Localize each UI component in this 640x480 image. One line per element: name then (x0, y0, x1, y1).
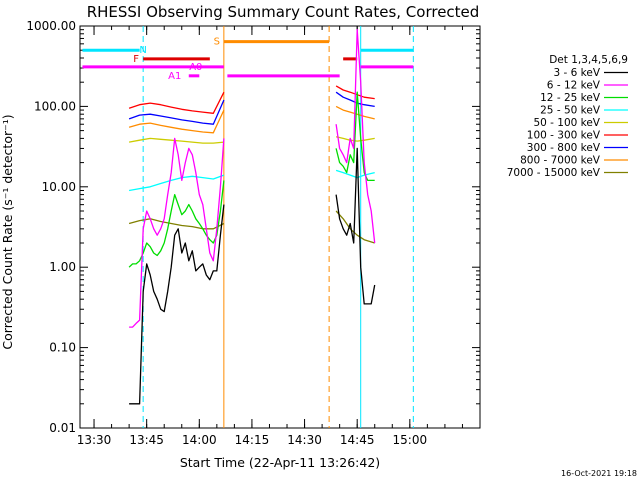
legend-label: 7000 - 15000 keV (507, 167, 601, 179)
series-line (335, 169, 375, 179)
x-tick-label: 14:15 (235, 433, 270, 447)
legend-label: 800 - 7000 keV (520, 155, 601, 167)
series-line (335, 29, 376, 244)
series-line (129, 137, 225, 328)
legend-title: Det 1,3,4,5,6,9 (549, 54, 628, 66)
series-line (128, 99, 225, 125)
series-line (335, 147, 376, 305)
legend-label: 100 - 300 keV (527, 130, 601, 142)
x-axis: 13:30 13:45 14:00 14:15 14:30 14:45 15:00 (77, 26, 481, 447)
legend-label: 12 - 25 keV (540, 92, 601, 104)
x-tick-label: 15:00 (393, 433, 428, 447)
legend-label: 50 - 100 keV (533, 117, 600, 129)
series-line (128, 109, 225, 134)
legend-label: 300 - 800 keV (527, 142, 601, 154)
legend-label: 25 - 50 keV (540, 105, 601, 117)
x-tick-label: 14:45 (340, 433, 375, 447)
y-tick-label: 1.00 (49, 260, 76, 274)
y-tick-label: 1000.00 (26, 19, 76, 33)
series-line (335, 91, 375, 182)
y-axis: 1000.00 100.00 10.00 1.00 0.10 0.01 (26, 19, 480, 435)
series-line (335, 105, 375, 120)
series-line (129, 204, 225, 405)
x-tick-label: 13:30 (77, 433, 112, 447)
x-tick-label: 14:00 (182, 433, 217, 447)
count-rate-series (128, 29, 376, 405)
x-tick-label: 13:45 (129, 433, 164, 447)
observing-flags: N S F A0 A1 (82, 37, 414, 82)
y-tick-label: 100.00 (34, 99, 76, 113)
plot-frame (79, 25, 481, 429)
flag-label: A1 (168, 71, 181, 82)
generated-timestamp: 16-Oct-2021 19:18 (561, 469, 637, 478)
y-tick-label: 10.00 (42, 180, 76, 194)
flag-label: N (139, 45, 146, 56)
chart-title: RHESSI Observing Summary Count Rates, Co… (87, 3, 480, 21)
legend-label: 3 - 6 keV (553, 67, 600, 79)
series-line (128, 174, 225, 192)
y-tick-label: 0.01 (49, 421, 76, 435)
x-tick-label: 14:30 (287, 433, 322, 447)
series-line (128, 137, 224, 144)
series-line (335, 85, 375, 100)
flag-label: S (214, 37, 220, 48)
flag-label: A0 (189, 62, 202, 73)
x-axis-label: Start Time (22-Apr-11 13:26:42) (180, 455, 380, 470)
series-line (128, 91, 225, 114)
y-axis-label: Corrected Count Rate (s⁻¹ detector⁻¹) (0, 114, 15, 349)
series-line (335, 91, 375, 108)
legend-label: 6 - 12 keV (547, 80, 601, 92)
y-tick-label: 0.10 (49, 341, 76, 355)
flag-label: F (133, 54, 139, 65)
